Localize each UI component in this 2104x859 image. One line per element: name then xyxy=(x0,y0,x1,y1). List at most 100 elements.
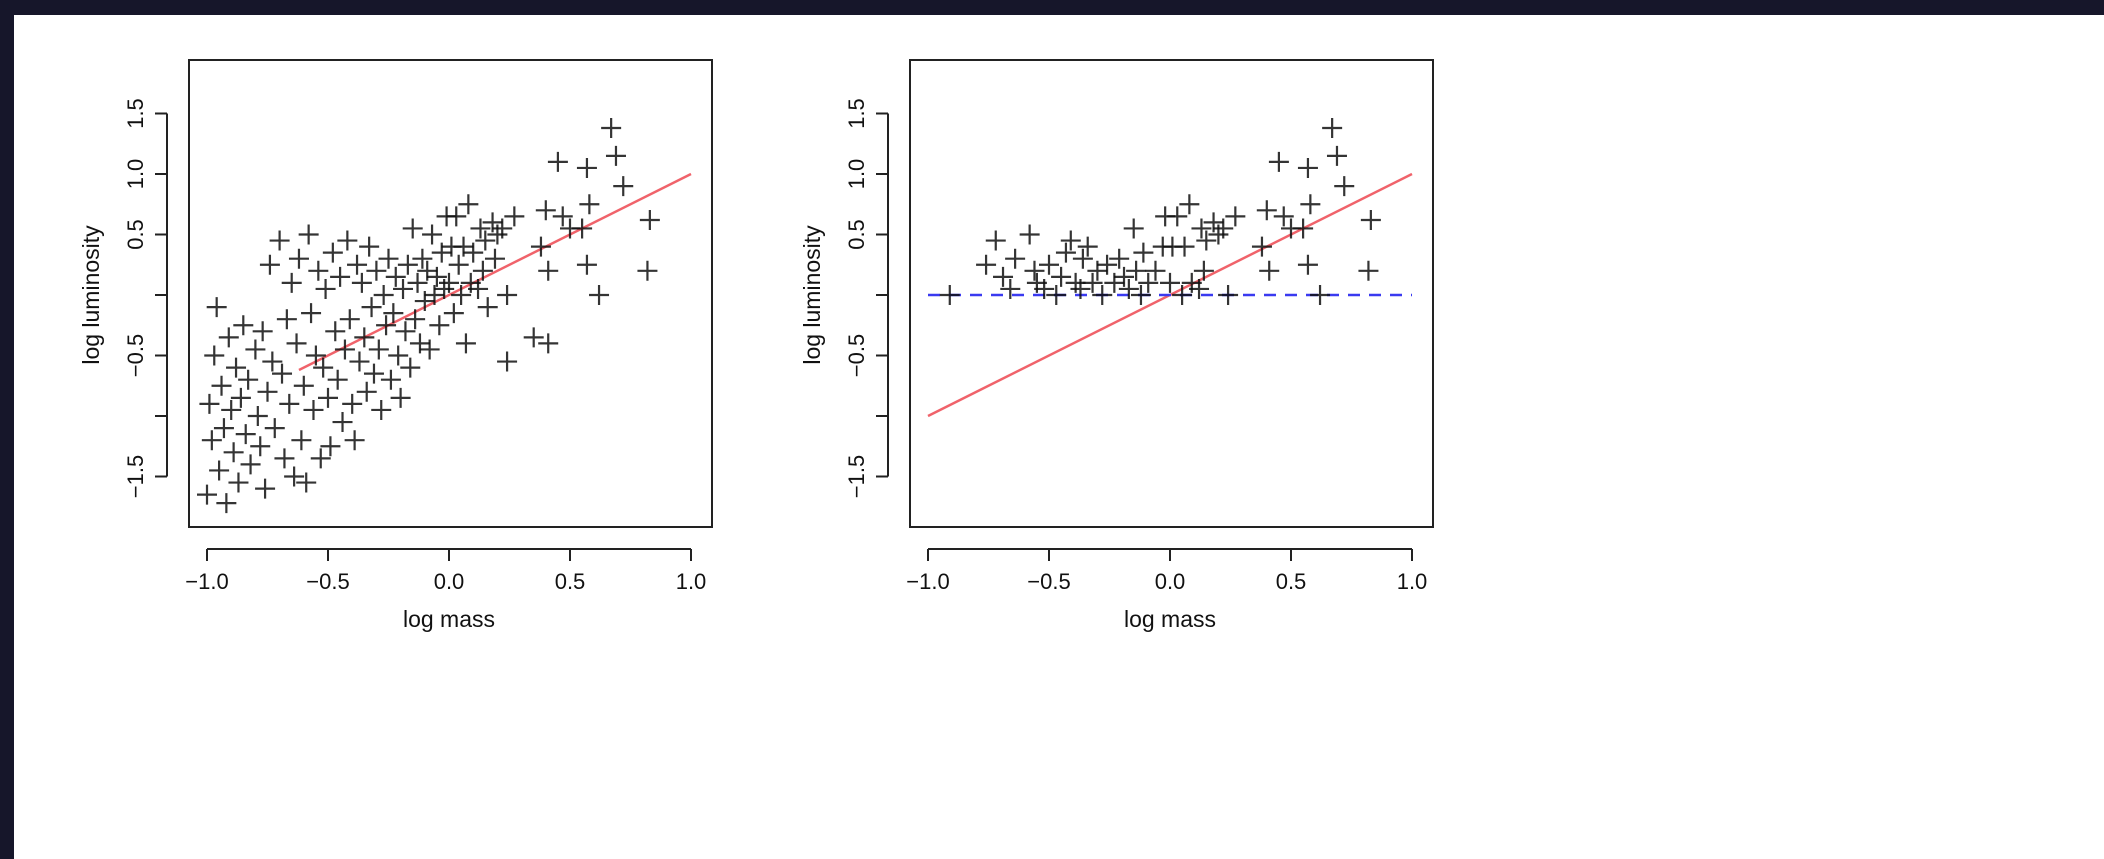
data-point-marker xyxy=(1334,176,1355,197)
data-point-marker xyxy=(272,363,293,384)
data-point-marker xyxy=(530,236,551,257)
data-point-marker xyxy=(397,254,418,275)
data-point-marker xyxy=(233,315,254,336)
y-tick-label: 1.5 xyxy=(123,98,148,129)
data-point-marker xyxy=(250,436,271,457)
data-point-marker xyxy=(1293,218,1314,239)
x-tick-label: 0.0 xyxy=(1155,569,1186,594)
data-point-marker xyxy=(303,399,324,420)
data-point-marker xyxy=(637,260,658,281)
data-point-marker xyxy=(419,339,440,360)
data-point-marker xyxy=(1039,254,1059,275)
data-point-marker xyxy=(1019,224,1040,245)
data-point-marker xyxy=(223,442,244,463)
data-point-marker xyxy=(1114,266,1135,287)
x-axis-title: log mass xyxy=(403,606,495,632)
y-tick-label: 1.0 xyxy=(844,159,869,190)
data-point-marker xyxy=(226,357,247,378)
data-point-marker xyxy=(579,194,600,215)
data-point-marker xyxy=(1322,118,1343,139)
x-tick-label: −1.0 xyxy=(185,569,228,594)
data-point-marker xyxy=(395,321,416,342)
data-point-marker xyxy=(393,278,414,299)
data-point-marker xyxy=(366,260,387,281)
data-point-marker xyxy=(1046,285,1067,305)
data-point-marker xyxy=(252,321,273,342)
data-point-marker xyxy=(497,285,518,305)
data-point-marker xyxy=(1123,218,1144,239)
data-point-marker xyxy=(284,466,305,487)
x-tick-label: −0.5 xyxy=(1027,569,1070,594)
data-point-marker xyxy=(388,345,409,366)
data-point-marker xyxy=(1358,260,1379,281)
data-point-marker xyxy=(334,339,355,360)
data-point-marker xyxy=(298,224,319,245)
data-point-marker xyxy=(1225,206,1246,227)
data-point-marker xyxy=(589,285,610,305)
data-point-marker xyxy=(376,315,397,336)
data-point-marker xyxy=(354,327,375,348)
data-point-marker xyxy=(337,230,358,251)
data-point-marker xyxy=(288,248,309,269)
data-point-marker xyxy=(576,254,597,275)
data-point-marker xyxy=(1070,278,1091,299)
data-point-marker xyxy=(332,412,353,433)
y-tick-label: 0.5 xyxy=(844,219,869,250)
data-point-marker xyxy=(504,206,525,227)
data-point-marker xyxy=(1191,218,1212,239)
data-point-marker xyxy=(429,315,450,336)
data-point-marker xyxy=(257,381,278,402)
data-point-marker xyxy=(1126,260,1147,281)
data-point-marker xyxy=(318,387,338,408)
data-point-marker xyxy=(613,176,634,197)
data-point-marker xyxy=(330,266,351,287)
data-point-marker xyxy=(325,321,346,342)
data-point-marker xyxy=(547,151,568,172)
data-point-marker xyxy=(211,375,232,396)
data-point-marker xyxy=(342,393,363,414)
data-point-marker xyxy=(402,218,423,239)
data-point-marker xyxy=(209,460,230,481)
data-point-marker xyxy=(371,399,392,420)
data-point-marker xyxy=(1259,260,1280,281)
data-point-marker xyxy=(1273,206,1294,227)
data-point-marker xyxy=(1174,236,1195,257)
data-point-marker xyxy=(305,345,326,366)
data-point-marker xyxy=(468,278,489,299)
data-point-marker xyxy=(576,157,597,178)
data-point-marker xyxy=(230,387,251,408)
data-point-marker xyxy=(274,448,295,469)
data-point-marker xyxy=(216,493,237,514)
data-point-marker xyxy=(301,303,322,324)
y-tick-label: −1.5 xyxy=(123,455,148,498)
data-point-marker xyxy=(259,254,280,275)
data-point-marker xyxy=(605,145,626,166)
x-tick-label: −1.0 xyxy=(906,569,949,594)
data-point-marker xyxy=(201,430,222,451)
data-point-marker xyxy=(470,218,491,239)
x-tick-label: 0.5 xyxy=(1276,569,1307,594)
data-point-marker xyxy=(443,303,464,324)
data-point-marker xyxy=(446,206,467,227)
x-tick-label: −0.5 xyxy=(306,569,349,594)
data-point-marker xyxy=(1005,248,1026,269)
data-point-marker xyxy=(264,418,285,439)
data-point-marker xyxy=(390,387,411,408)
data-point-marker xyxy=(1024,260,1045,281)
data-point-marker xyxy=(1300,194,1321,215)
data-point-marker xyxy=(1189,278,1210,299)
data-point-marker xyxy=(262,351,283,372)
x-tick-label: 1.0 xyxy=(676,569,707,594)
data-point-marker xyxy=(385,266,406,287)
y-tick-label: 1.5 xyxy=(844,98,869,129)
data-point-marker xyxy=(1213,218,1234,239)
data-point-marker xyxy=(240,454,261,475)
data-point-marker xyxy=(204,345,225,366)
y-axis-title: log luminosity xyxy=(799,225,825,365)
data-point-marker xyxy=(359,236,380,257)
data-point-marker xyxy=(426,266,447,287)
data-point-marker xyxy=(439,272,459,293)
data-point-marker xyxy=(455,333,476,354)
data-point-marker xyxy=(373,285,394,305)
data-point-marker xyxy=(315,278,336,299)
